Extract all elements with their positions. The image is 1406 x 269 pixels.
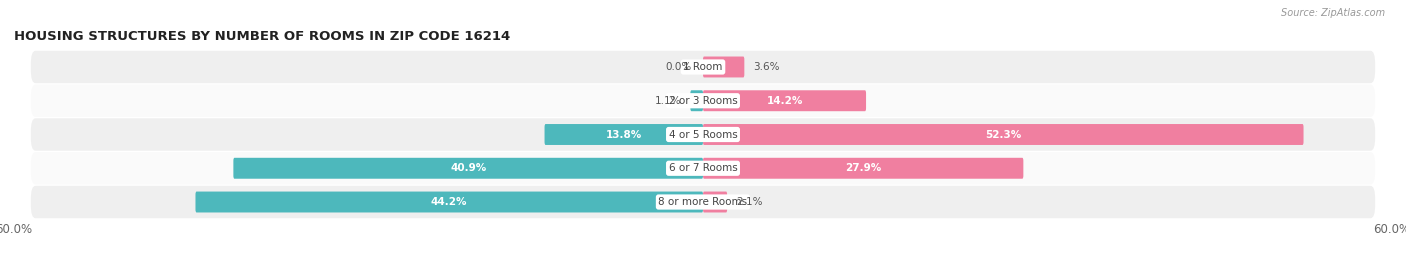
Text: 6 or 7 Rooms: 6 or 7 Rooms [669,163,737,173]
FancyBboxPatch shape [703,192,727,213]
Text: 1.1%: 1.1% [655,96,681,106]
Text: 8 or more Rooms: 8 or more Rooms [658,197,748,207]
Text: 27.9%: 27.9% [845,163,882,173]
Text: 44.2%: 44.2% [432,197,467,207]
Text: Source: ZipAtlas.com: Source: ZipAtlas.com [1281,8,1385,18]
Text: HOUSING STRUCTURES BY NUMBER OF ROOMS IN ZIP CODE 16214: HOUSING STRUCTURES BY NUMBER OF ROOMS IN… [14,30,510,43]
Text: 52.3%: 52.3% [986,129,1021,140]
Text: 0.0%: 0.0% [665,62,692,72]
Text: 3.6%: 3.6% [754,62,780,72]
FancyBboxPatch shape [544,124,703,145]
Text: 2.1%: 2.1% [737,197,763,207]
FancyBboxPatch shape [31,84,1375,117]
Text: 40.9%: 40.9% [450,163,486,173]
Text: 4 or 5 Rooms: 4 or 5 Rooms [669,129,737,140]
FancyBboxPatch shape [31,152,1375,185]
Text: 14.2%: 14.2% [766,96,803,106]
FancyBboxPatch shape [31,186,1375,218]
FancyBboxPatch shape [703,158,1024,179]
FancyBboxPatch shape [703,56,744,77]
FancyBboxPatch shape [31,118,1375,151]
FancyBboxPatch shape [31,51,1375,83]
FancyBboxPatch shape [690,90,703,111]
FancyBboxPatch shape [195,192,703,213]
FancyBboxPatch shape [233,158,703,179]
FancyBboxPatch shape [703,124,1303,145]
FancyBboxPatch shape [703,90,866,111]
Text: 2 or 3 Rooms: 2 or 3 Rooms [669,96,737,106]
Text: 13.8%: 13.8% [606,129,643,140]
Text: 1 Room: 1 Room [683,62,723,72]
